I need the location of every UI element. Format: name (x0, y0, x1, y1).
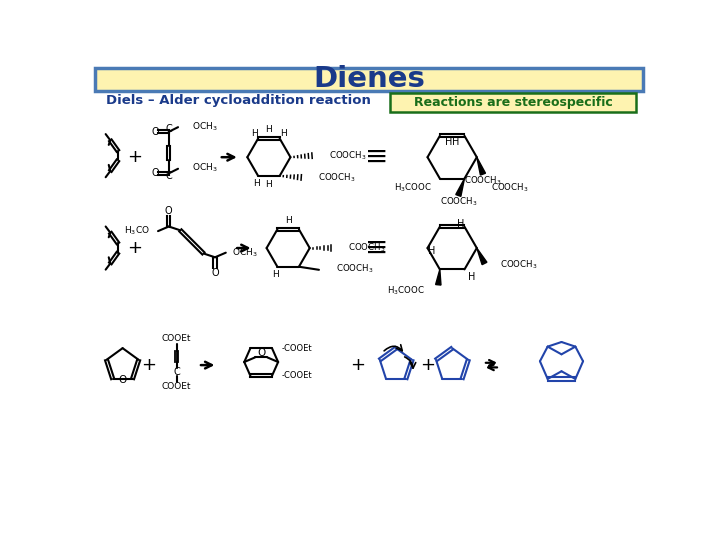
Polygon shape (477, 157, 485, 175)
Text: Reactions are stereospecific: Reactions are stereospecific (415, 96, 613, 109)
Text: H$_3$COOC: H$_3$COOC (395, 181, 432, 194)
Text: C: C (166, 172, 172, 181)
Text: H: H (451, 137, 459, 147)
Text: C: C (173, 367, 180, 377)
Text: H: H (446, 137, 453, 147)
Text: +: + (127, 148, 142, 166)
Text: H: H (428, 246, 435, 256)
Text: COOCH$_3$: COOCH$_3$ (336, 263, 374, 275)
Text: H$_3$COOC: H$_3$COOC (387, 285, 425, 297)
Text: COOCH$_3$: COOCH$_3$ (318, 171, 356, 184)
Text: OCH$_3$: OCH$_3$ (192, 120, 217, 133)
Text: ≡: ≡ (365, 143, 388, 171)
Text: +: + (420, 356, 435, 374)
Text: COOCH$_3$: COOCH$_3$ (500, 259, 537, 271)
Text: +: + (127, 239, 142, 257)
Text: H: H (266, 125, 272, 134)
Text: +: + (350, 356, 365, 374)
Text: O: O (257, 348, 266, 358)
Text: C: C (166, 124, 172, 134)
Text: COOCH$_3$: COOCH$_3$ (348, 241, 386, 254)
Text: H$_3$CO: H$_3$CO (124, 225, 150, 238)
Text: Dienes: Dienes (313, 65, 425, 93)
Text: H: H (457, 219, 464, 228)
Text: OCH$_3$: OCH$_3$ (232, 246, 258, 259)
Text: COOCH$_3$: COOCH$_3$ (440, 195, 477, 208)
Text: O: O (151, 168, 158, 178)
Polygon shape (456, 179, 464, 197)
Text: H: H (280, 130, 287, 138)
Text: COOCH$_3$: COOCH$_3$ (464, 174, 502, 186)
Polygon shape (436, 269, 441, 285)
Text: H: H (251, 130, 258, 138)
Text: O: O (119, 375, 127, 384)
Text: +: + (141, 356, 156, 374)
Text: H: H (469, 272, 476, 282)
Text: O: O (165, 206, 173, 216)
Text: COOCH$_3$: COOCH$_3$ (492, 181, 529, 194)
Text: COOEt: COOEt (162, 382, 192, 391)
Text: ≡: ≡ (365, 234, 388, 262)
Text: -COOEt: -COOEt (282, 343, 312, 353)
Text: COOEt: COOEt (162, 334, 192, 343)
FancyBboxPatch shape (95, 68, 643, 91)
Text: O: O (151, 127, 158, 137)
Text: -COOEt: -COOEt (282, 372, 312, 380)
Text: COOCH$_3$: COOCH$_3$ (329, 150, 366, 162)
Text: H: H (285, 216, 292, 225)
Text: O: O (211, 268, 219, 278)
Text: OCH$_3$: OCH$_3$ (192, 162, 217, 174)
Text: Diels – Alder cycloaddition reaction: Diels – Alder cycloaddition reaction (106, 94, 371, 107)
FancyBboxPatch shape (390, 93, 636, 112)
Polygon shape (477, 248, 487, 265)
Text: H: H (253, 179, 260, 188)
Text: H: H (266, 180, 272, 190)
Text: H: H (272, 270, 279, 279)
